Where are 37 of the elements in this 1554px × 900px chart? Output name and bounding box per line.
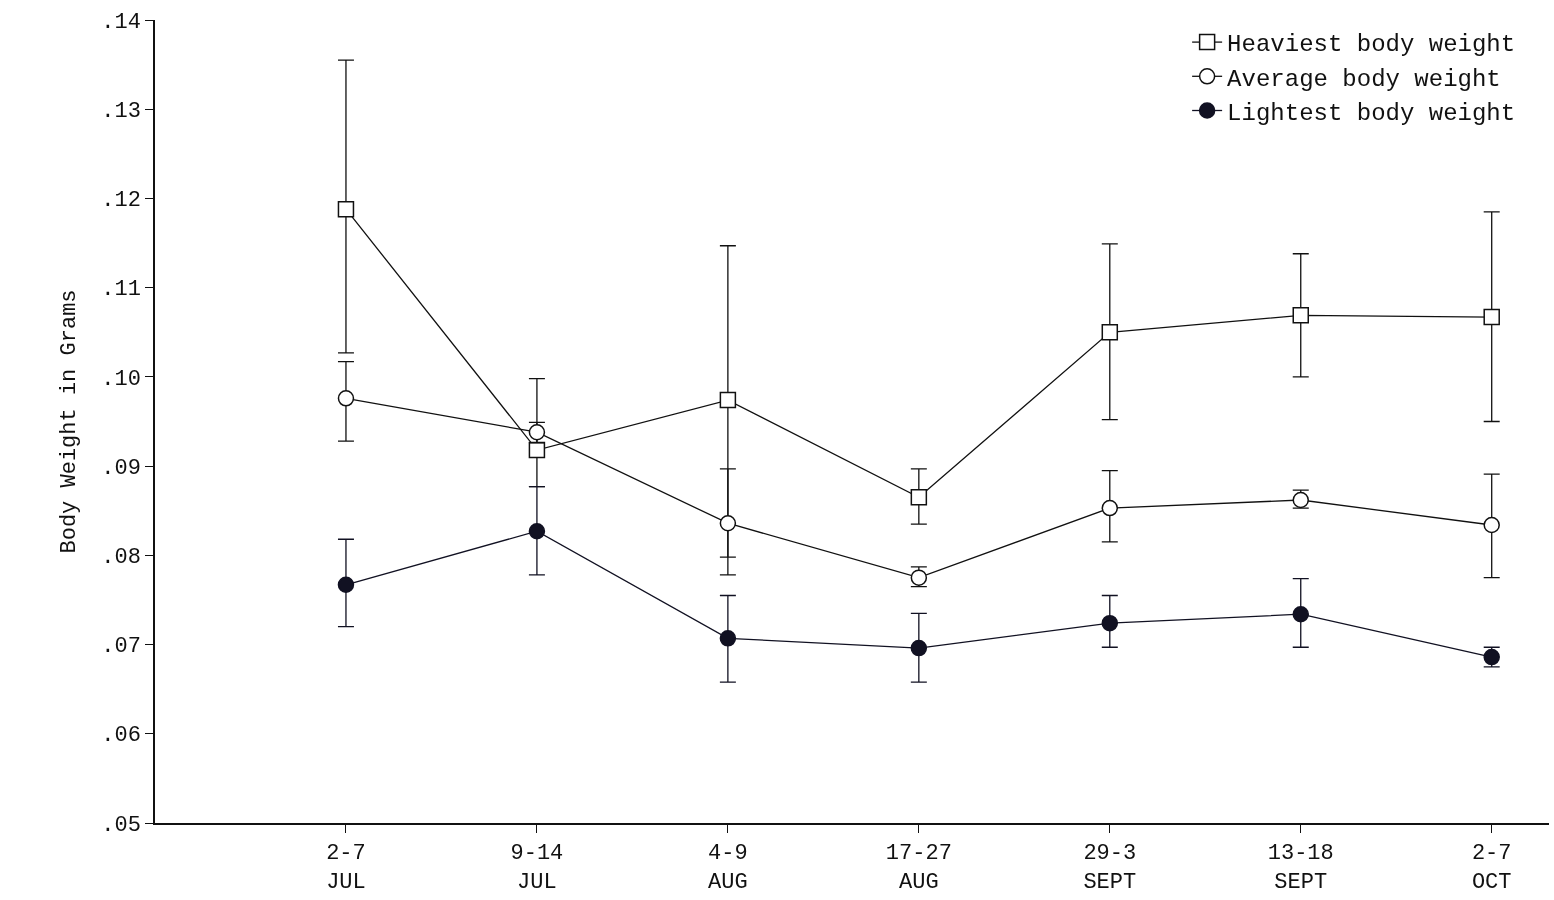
point (1292, 605, 1309, 623)
y-tick-label: .12 (101, 188, 141, 214)
point (337, 200, 355, 218)
x-tick-label: 17-27 AUG (885, 841, 952, 895)
x-tick-label: 29-3 SEPT (1083, 841, 1137, 895)
y-tick-label: .07 (101, 634, 141, 660)
x-tick-label: 2-7 OCT (1471, 841, 1512, 895)
y-tick-label: .06 (101, 723, 141, 749)
point (1483, 516, 1500, 534)
point (337, 390, 355, 407)
y-tick-label: .10 (101, 366, 141, 392)
y-tick-label: .09 (101, 455, 141, 481)
point (1101, 499, 1119, 517)
point (910, 489, 928, 506)
point (1101, 614, 1119, 632)
y-tick-label: .13 (101, 98, 141, 124)
point (719, 514, 737, 532)
x-tick-label: 13-18 SEPT (1267, 841, 1334, 895)
point (719, 391, 737, 409)
x-tick-label: 9-14 JUL (510, 841, 564, 895)
y-axis-title: Body Weight in Grams (56, 289, 82, 554)
legend-label: Average body weight (1227, 65, 1501, 93)
point (910, 639, 928, 657)
x-tick-label: 2-7 JUL (326, 841, 366, 895)
point (337, 576, 355, 594)
point (719, 630, 737, 647)
point (1292, 307, 1309, 324)
y-tick-label: .08 (101, 545, 141, 571)
x-tick-label: 4-9 AUG (708, 841, 748, 895)
y-tick-label: .14 (101, 9, 141, 35)
point (1101, 324, 1119, 341)
legend-label: Lightest body weight (1227, 99, 1516, 127)
point (1483, 308, 1500, 326)
point (528, 522, 546, 540)
legend-label: Heaviest body weight (1227, 31, 1516, 59)
y-tick-label: .05 (101, 812, 141, 838)
y-tick-label: .11 (101, 277, 141, 303)
